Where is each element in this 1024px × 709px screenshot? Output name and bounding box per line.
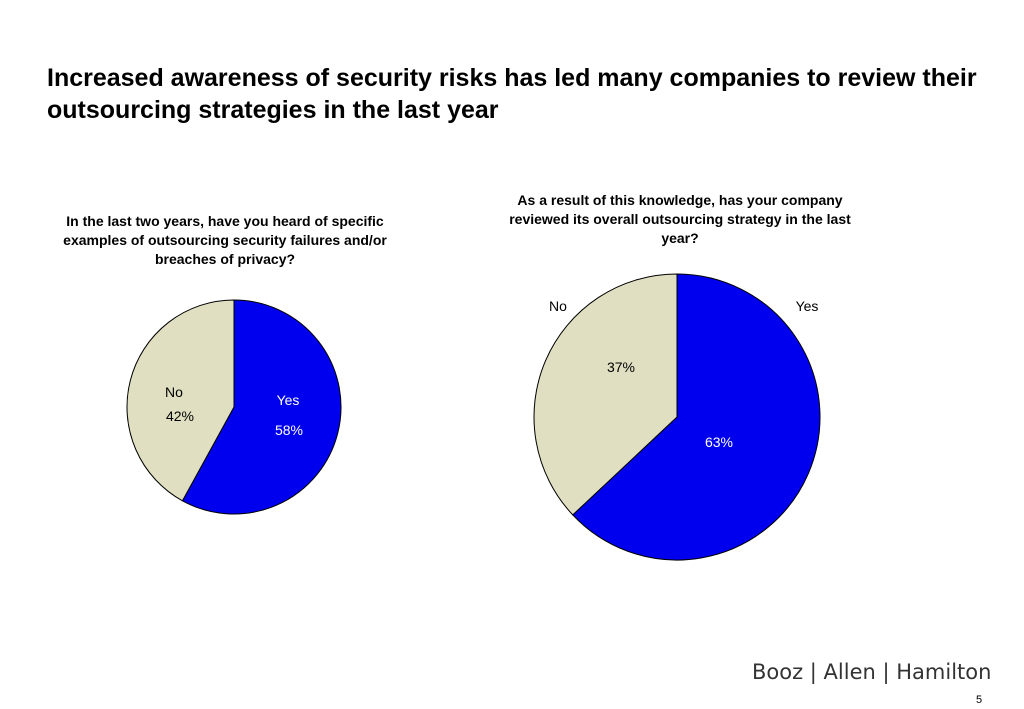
slice-yes-value-label: 58% [275,422,303,438]
slice-no [126,299,235,502]
pie-chart-2: No 37% Yes 63% [533,273,821,561]
slice-yes-value-label: 63% [705,434,733,450]
page-number: 5 [976,694,983,706]
pie-chart-1: No 42% Yes 58% [126,299,342,515]
slice-no-label: No [165,384,183,400]
slice-no-label: No [549,298,567,314]
slide-title: Increased awareness of security risks ha… [47,64,977,124]
slice-no [533,273,678,516]
slice-no-value-label: 42% [166,408,194,424]
chart-2-question: As a result of this knowledge, has your … [509,192,851,246]
slice-no-value-label: 37% [607,359,635,375]
chart-1-question: In the last two years, have you heard of… [63,213,387,267]
slice-yes [572,273,821,561]
company-logo: Booz | Allen | Hamilton [752,660,992,684]
slice-yes-label: Yes [277,392,300,408]
slice-yes [181,299,342,515]
slice-yes-label: Yes [796,298,819,314]
